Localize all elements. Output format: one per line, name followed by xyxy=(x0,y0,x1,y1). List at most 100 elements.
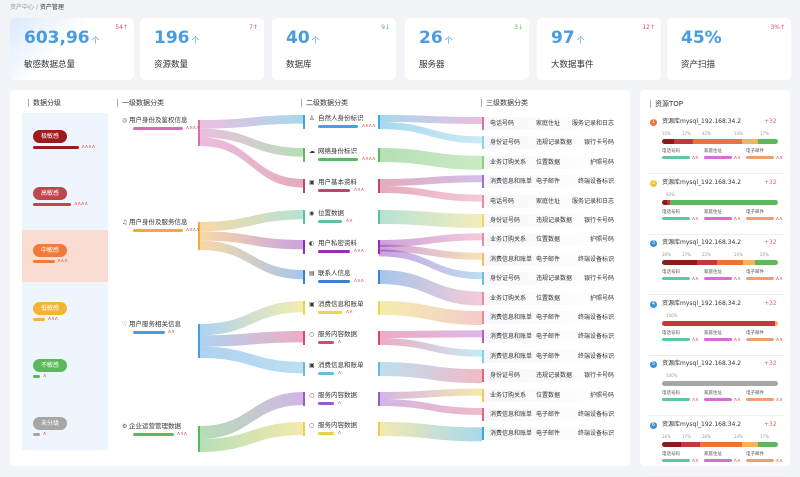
resource-title[interactable]: 资源库mysql_192.168.34.2 xyxy=(662,118,742,125)
l2-node[interactable]: ○ 服务内容数据 xyxy=(309,421,357,430)
resource-item[interactable]: 4 资源库mysql_192.168.34.2 +32 100% 电话号码 ʌʌ 家庭… xyxy=(648,298,784,356)
l3-item[interactable]: 终端设备标识 xyxy=(577,255,614,263)
l3-item[interactable]: 消费信息和账单 xyxy=(490,255,533,263)
l3-item[interactable]: 电子邮件 xyxy=(536,333,561,341)
level-badge[interactable]: 极敏感 xyxy=(33,130,67,143)
l3-item[interactable]: 护照号码 xyxy=(589,158,614,166)
l2-node[interactable]: ○ 服务内容数据 xyxy=(309,330,357,339)
l3-item[interactable]: 服务记录和日志 xyxy=(571,197,614,205)
l3-item[interactable]: 身份证号码 xyxy=(490,217,521,224)
l3-item[interactable]: 位置数据 xyxy=(536,391,561,399)
l3-item[interactable]: 违规记录数据 xyxy=(536,217,573,224)
stat-card[interactable]: 40 个 9↓ 数据库 xyxy=(272,18,396,80)
l3-row[interactable]: 电话号码 家庭住址 服务记录和日志 xyxy=(482,117,615,130)
resource-item[interactable]: 5 资源库mysql_192.168.34.2 +32 100% 电话号码 ʌʌ 家庭… xyxy=(648,358,784,416)
l2-node[interactable]: ▣ 消费信息和账单 xyxy=(309,361,364,370)
l2-node[interactable]: ▣ 用户基本资料 xyxy=(309,178,357,187)
l3-item[interactable]: 电话号码 xyxy=(490,197,515,205)
l3-item[interactable]: 违规记录数据 xyxy=(536,139,573,147)
stat-card[interactable]: 603,96 个 54↑ 敏感数据总量 xyxy=(10,18,134,80)
resource-title[interactable]: 资源库mysql_192.168.34.2 xyxy=(662,360,742,367)
l3-item[interactable]: 位置数据 xyxy=(536,158,561,166)
resource-title[interactable]: 资源库mysql_192.168.34.2 xyxy=(662,420,742,428)
l3-row[interactable]: 业务订购关系 位置数据 护照号码 xyxy=(482,291,615,305)
l3-item[interactable]: 业务订购关系 xyxy=(490,158,527,166)
resource-item[interactable]: 6 资源库mysql_192.168.34.2 +32 16% 17% 36% 14%… xyxy=(648,419,784,477)
stat-card[interactable]: 97 个 12↑ 大数据事件 xyxy=(537,18,661,80)
l3-item[interactable]: 违规记录数据 xyxy=(536,372,573,380)
l3-row[interactable]: 身份证号码 违规记录数据 银行卡号码 xyxy=(482,369,615,383)
level-badge[interactable]: 中敏感 xyxy=(33,244,67,257)
resource-title[interactable]: 资源库mysql_192.168.34.2 xyxy=(662,239,742,246)
l3-item[interactable]: 消费信息和账单 xyxy=(490,333,533,341)
l3-item[interactable]: 护照号码 xyxy=(589,391,614,399)
l3-item[interactable]: 终端设备标识 xyxy=(577,411,614,418)
l3-row[interactable]: 电话号码 家庭住址 服务记录和日志 xyxy=(482,194,615,208)
l3-item[interactable]: 电子邮件 xyxy=(536,314,561,321)
l3-item[interactable]: 电子邮件 xyxy=(536,178,561,186)
l3-item[interactable]: 位置数据 xyxy=(536,236,561,244)
l2-node[interactable]: ▣ 消费信息和账单 xyxy=(309,300,364,309)
l3-row[interactable]: 消费信息和账单 电子邮件 终端设备标识 xyxy=(482,427,615,441)
l3-row[interactable]: 身份证号码 违规记录数据 银行卡号码 xyxy=(482,214,615,227)
stat-card[interactable]: 196 个 7↑ 资源数量 xyxy=(140,18,264,80)
l3-item[interactable]: 身份证号码 xyxy=(490,139,521,147)
l3-item[interactable]: 银行卡号码 xyxy=(583,275,614,283)
l3-item[interactable]: 银行卡号码 xyxy=(583,372,614,380)
stat-card[interactable]: 26 个 3↓ 服务器 xyxy=(405,18,529,80)
l1-node[interactable]: ♫ 用户身份及服务信息 xyxy=(122,218,188,227)
l3-row[interactable]: 身份证号码 违规记录数据 银行卡号码 xyxy=(482,136,615,150)
l2-node[interactable]: ♙ 自然人身份标识 xyxy=(309,114,364,123)
l3-item[interactable]: 消费信息和账单 xyxy=(490,352,533,360)
l3-row[interactable]: 业务订购关系 位置数据 护照号码 xyxy=(482,388,615,402)
l3-item[interactable]: 违规记录数据 xyxy=(536,275,573,283)
l3-item[interactable]: 位置数据 xyxy=(536,294,561,302)
l3-item[interactable]: 终端设备标识 xyxy=(577,178,614,186)
resource-item[interactable]: 2 资源库mysql_192.168.34.2 +32 93% 电话号码 ʌʌ 家庭住… xyxy=(648,177,784,235)
level-badge[interactable]: 低敏感 xyxy=(33,302,67,315)
l3-item[interactable]: 服务记录和日志 xyxy=(571,120,614,127)
level-badge[interactable]: 高敏感 xyxy=(33,187,67,200)
l3-item[interactable]: 身份证号码 xyxy=(490,275,521,283)
resource-item[interactable]: 3 资源库mysql_192.168.34.2 +32 30% 17% 23% 10%… xyxy=(648,237,784,295)
l1-node[interactable]: ⚙ 企业运营管理数据 xyxy=(122,422,181,431)
l1-node[interactable]: ♡ 用户服务相关信息 xyxy=(122,320,181,329)
l3-item[interactable]: 终端设备标识 xyxy=(577,314,614,321)
l3-item[interactable]: 电话号码 xyxy=(490,120,515,127)
l3-item[interactable]: 护照号码 xyxy=(589,294,614,302)
l3-item[interactable]: 电子邮件 xyxy=(536,411,561,418)
level-badge[interactable]: 不敏感 xyxy=(33,359,67,372)
l2-node[interactable]: ○ 服务内容数据 xyxy=(309,391,357,400)
l3-row[interactable]: 业务订购关系 位置数据 护照号码 xyxy=(482,155,615,169)
l3-item[interactable]: 护照号码 xyxy=(589,236,614,244)
level-badge[interactable]: 未分级 xyxy=(33,417,67,430)
l3-row[interactable]: 消费信息和账单 电子邮件 终端设备标识 xyxy=(482,349,615,363)
resource-title[interactable]: 资源库mysql_192.168.34.2 xyxy=(662,178,742,186)
l3-item[interactable]: 电子邮件 xyxy=(536,352,561,360)
l3-item[interactable]: 家庭住址 xyxy=(536,120,561,127)
l3-item[interactable]: 银行卡号码 xyxy=(583,139,614,147)
l2-node[interactable]: ◉ 位置数据 xyxy=(309,209,344,218)
l2-node[interactable]: ☁ 网络身份标识 xyxy=(309,147,357,156)
l3-row[interactable]: 消费信息和账单 电子邮件 终端设备标识 xyxy=(482,408,615,421)
l3-item[interactable]: 家庭住址 xyxy=(536,197,561,205)
breadcrumb-parent[interactable]: 资产中心 xyxy=(10,4,35,11)
l2-node[interactable]: ◐ 用户私密资料 xyxy=(309,239,357,248)
l3-item[interactable]: 银行卡号码 xyxy=(583,217,614,224)
l3-item[interactable]: 业务订购关系 xyxy=(490,391,527,399)
l3-item[interactable]: 电子邮件 xyxy=(536,430,561,438)
stat-card[interactable]: 45% 3%↑ 资产扫描 xyxy=(667,18,791,80)
l3-item[interactable]: 终端设备标识 xyxy=(577,333,614,341)
l3-row[interactable]: 消费信息和账单 电子邮件 终端设备标识 xyxy=(482,311,615,324)
l3-item[interactable]: 电子邮件 xyxy=(536,255,561,263)
l3-row[interactable]: 身份证号码 违规记录数据 银行卡号码 xyxy=(482,272,615,286)
resource-item[interactable]: 1 资源库mysql_192.168.34.2 +32 10% 17% 42% 14%… xyxy=(648,116,784,174)
l3-item[interactable]: 终端设备标识 xyxy=(577,430,614,438)
l3-item[interactable]: 业务订购关系 xyxy=(490,294,527,302)
l3-item[interactable]: 消费信息和账单 xyxy=(490,178,533,186)
l3-item[interactable]: 身份证号码 xyxy=(490,372,521,380)
l3-item[interactable]: 终端设备标识 xyxy=(577,352,614,360)
l3-row[interactable]: 消费信息和账单 电子邮件 终端设备标识 xyxy=(482,175,615,189)
l1-node[interactable]: ◎ 用户身份及鉴权信息 xyxy=(122,116,188,125)
l3-item[interactable]: 消费信息和账单 xyxy=(490,314,533,321)
